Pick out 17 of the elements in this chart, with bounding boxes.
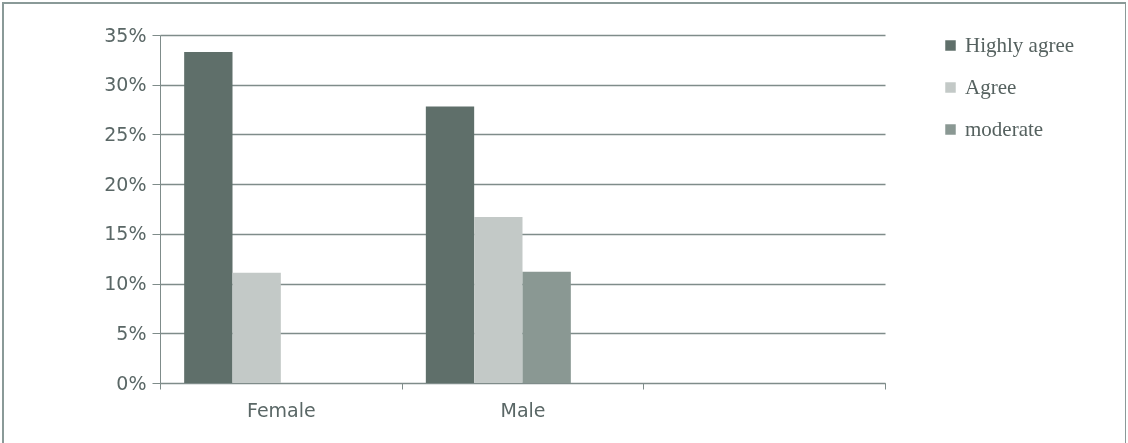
legend-label: Highly agree bbox=[965, 32, 1075, 57]
bar bbox=[232, 272, 281, 383]
y-tick-label: 35% bbox=[104, 23, 147, 46]
y-tick-label: 10% bbox=[104, 272, 147, 295]
bar bbox=[474, 216, 523, 383]
x-tick-label: Female bbox=[246, 398, 316, 421]
bar bbox=[184, 51, 233, 383]
y-tick-label: 5% bbox=[116, 321, 147, 344]
y-tick-label: 20% bbox=[104, 172, 147, 195]
legend-label: moderate bbox=[965, 116, 1044, 141]
y-tick-label: 25% bbox=[104, 122, 147, 145]
legend-label: Agree bbox=[965, 74, 1017, 99]
y-tick-label: 15% bbox=[104, 222, 147, 245]
x-tick-label: Male bbox=[500, 398, 546, 421]
y-tick-label: 0% bbox=[116, 371, 147, 394]
bar bbox=[425, 106, 475, 383]
y-tick-label: 30% bbox=[104, 73, 147, 96]
